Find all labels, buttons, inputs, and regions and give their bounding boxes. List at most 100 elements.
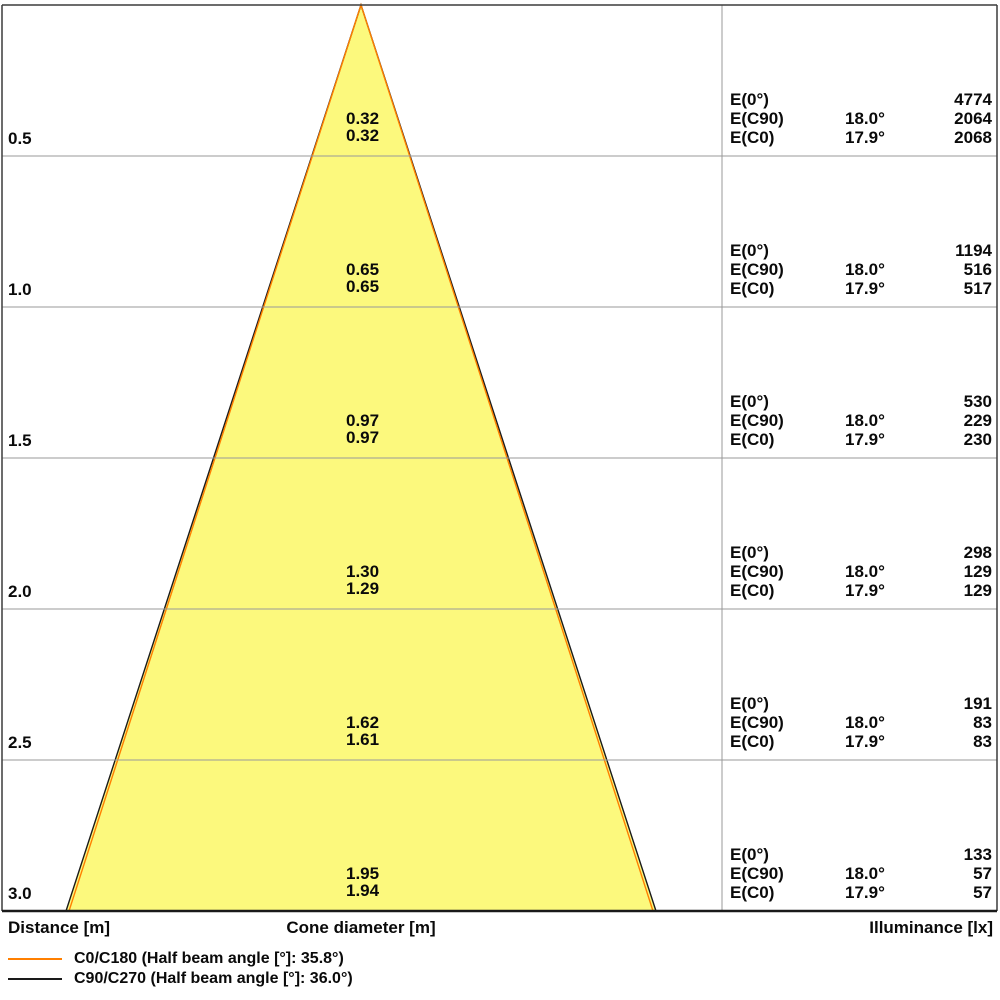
illuminance-row-e0: E(0°) 530: [730, 392, 992, 411]
e-angle: 18.0°: [845, 411, 885, 430]
illuminance-row-e0: E(0°) 298: [730, 543, 992, 562]
illuminance-row-ec0: E(C0) 17.9° 2068: [730, 128, 992, 147]
e-angle: 17.9°: [845, 128, 885, 147]
illuminance-row-e0: E(0°) 4774: [730, 90, 992, 109]
cone-diameter-values: 1.62 1.61: [346, 714, 379, 748]
e-label: E(0°): [730, 845, 769, 864]
legend: C0/C180 (Half beam angle [°]: 35.8°) C90…: [8, 949, 353, 989]
distance-label: 2.5: [8, 733, 32, 752]
cone-diameter-c90-value: 0.97: [346, 411, 380, 430]
illuminance-row-ec0: E(C0) 17.9° 129: [730, 581, 992, 600]
e-value: 516: [963, 260, 992, 279]
e-angle: [845, 392, 915, 411]
illuminance-row-e0: E(0°) 191: [730, 694, 992, 713]
e-angle: 18.0°: [845, 713, 885, 732]
e-label: E(0°): [730, 90, 769, 109]
illuminance-row-e0: E(0°) 1194: [730, 241, 992, 260]
e-angle: 18.0°: [845, 864, 885, 883]
illuminance-block: E(0°) 298 E(C90) 18.0° 129 E(C0) 17.9° 129: [730, 543, 992, 600]
e-value: 129: [963, 581, 992, 600]
cone-diameter-values: 0.32 0.32: [346, 110, 379, 144]
e-angle: 17.9°: [845, 430, 885, 449]
illuminance-row-ec0: E(C0) 17.9° 230: [730, 430, 992, 449]
cone-diameter-c90-value: 1.95: [346, 864, 380, 883]
cone-diameter-c90-value: 1.30: [346, 562, 380, 581]
illuminance-row-ec90: E(C90) 18.0° 2064: [730, 109, 992, 128]
cone-diameter-c0-value: 0.97: [346, 428, 380, 447]
illuminance-row-ec90: E(C90) 18.0° 83: [730, 713, 992, 732]
e-label: E(C0): [730, 581, 775, 600]
legend-label-c0: C0/C180 (Half beam angle [°]: 35.8°): [74, 950, 344, 967]
chart-border: [1, 4, 998, 913]
illuminance-row-ec90: E(C90) 18.0° 229: [730, 411, 992, 430]
distance-label: 1.5: [8, 431, 32, 450]
distance-label: 0.5: [8, 129, 32, 148]
e-label: E(0°): [730, 241, 769, 260]
e-angle: [845, 241, 915, 260]
distance-label: 1.0: [8, 280, 32, 299]
e-value: 129: [963, 562, 992, 581]
x-axis-label-illuminance: Illuminance [lx]: [869, 918, 993, 937]
e-angle: 17.9°: [845, 883, 885, 902]
e-label: E(C90): [730, 109, 784, 128]
x-axis-label-cone-diameter: Cone diameter [m]: [286, 918, 436, 937]
e-label: E(C90): [730, 713, 784, 732]
cone-diameter-c0-value: 1.61: [346, 730, 380, 749]
e-angle: [845, 90, 915, 109]
legend-item-c90: C90/C270 (Half beam angle [°]: 36.0°): [8, 969, 353, 989]
illuminance-row-ec90: E(C90) 18.0° 57: [730, 864, 992, 883]
e-label: E(C0): [730, 279, 775, 298]
e-value: 230: [963, 430, 992, 449]
distance-label: 3.0: [8, 884, 32, 903]
illuminance-block: E(0°) 530 E(C90) 18.0° 229 E(C0) 17.9° 230: [730, 392, 992, 449]
e-label: E(0°): [730, 392, 769, 411]
distance-label: 2.0: [8, 582, 32, 601]
illuminance-block: E(0°) 191 E(C90) 18.0° 83 E(C0) 17.9° 83: [730, 694, 992, 751]
cone-diameter-c90-value: 0.32: [346, 109, 380, 128]
cone-diameter-c0-value: 0.65: [346, 277, 380, 296]
e-value: 57: [973, 864, 992, 883]
e-label: E(C0): [730, 128, 775, 147]
cone-diameter-c0-value: 0.32: [346, 126, 380, 145]
e-value: 2068: [954, 128, 992, 147]
e-label: E(C90): [730, 864, 784, 883]
e-angle: 18.0°: [845, 562, 885, 581]
e-label: E(C0): [730, 732, 775, 751]
e-label: E(C90): [730, 260, 784, 279]
e-value: 298: [963, 543, 992, 562]
e-value: 1194: [955, 241, 992, 260]
illuminance-row-ec0: E(C0) 17.9° 517: [730, 279, 992, 298]
gridlines: [2, 155, 997, 761]
e-label: E(0°): [730, 543, 769, 562]
e-angle: [845, 694, 915, 713]
e-value: 517: [963, 279, 992, 298]
e-label: E(C0): [730, 430, 775, 449]
e-value: 4774: [954, 90, 992, 109]
cone-diameter-c0-value: 1.94: [346, 881, 380, 900]
light-cone-chart: 0.5 0.32 0.32 E(0°) 4774 E(C90) 18.0° 2064 E(C0)…: [1, 2, 998, 937]
e-value: 57: [973, 883, 992, 902]
e-angle: [845, 543, 915, 562]
legend-label-c90: C90/C270 (Half beam angle [°]: 36.0°): [74, 970, 353, 987]
e-angle: 17.9°: [845, 279, 885, 298]
e-value: 229: [963, 411, 992, 430]
e-label: E(0°): [730, 694, 769, 713]
cone-diameter-c0-value: 1.29: [346, 579, 380, 598]
illuminance-row-ec90: E(C90) 18.0° 129: [730, 562, 992, 581]
cone-diameter-values: 1.95 1.94: [346, 865, 379, 899]
e-angle: 18.0°: [845, 260, 885, 279]
e-value: 530: [963, 392, 992, 411]
cone-diameter-c90-value: 0.65: [346, 260, 380, 279]
c0-line-swatch: [8, 958, 62, 960]
e-angle: 17.9°: [845, 732, 885, 751]
illuminance-block: E(0°) 133 E(C90) 18.0° 57 E(C0) 17.9° 57: [730, 845, 992, 902]
x-axis-label-distance: Distance [m]: [8, 918, 111, 937]
cone-diameter-values: 0.97 0.97: [346, 412, 379, 446]
cone-diameter-c90-value: 1.62: [346, 713, 380, 732]
cone-chart-canvas: [1, 2, 998, 913]
illuminance-block: E(0°) 1194 E(C90) 18.0° 516 E(C0) 17.9° 517: [730, 241, 992, 298]
cone-diameter-values: 0.65 0.65: [346, 261, 379, 295]
illuminance-row-ec0: E(C0) 17.9° 83: [730, 732, 992, 751]
e-value: 83: [973, 732, 992, 751]
